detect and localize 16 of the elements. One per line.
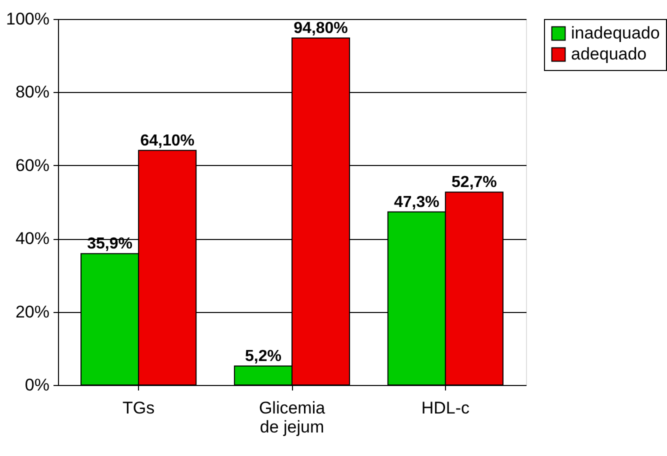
y-tick-label: 80%	[15, 82, 50, 102]
y-tick-label: 60%	[15, 156, 50, 175]
data-label: 5,2%	[244, 348, 282, 365]
y-tick-label: 100%	[6, 10, 50, 28]
legend-label: inadequado	[571, 24, 660, 42]
y-tick-label: 40%	[15, 229, 50, 248]
x-tick-label: HDL-c	[421, 398, 470, 418]
y-tick-label: 0%	[24, 376, 50, 394]
x-tick-label: TGs	[122, 398, 155, 418]
y-tick-label: 20%	[15, 302, 50, 322]
data-label: 47,3%	[394, 194, 440, 211]
data-label: 52,7%	[452, 174, 497, 192]
data-label: 94,80%	[294, 20, 348, 38]
legend-label: adequado	[571, 44, 647, 64]
data-label: 64,10%	[140, 132, 194, 150]
x-tick-label: Glicemia de jejum	[258, 398, 326, 436]
